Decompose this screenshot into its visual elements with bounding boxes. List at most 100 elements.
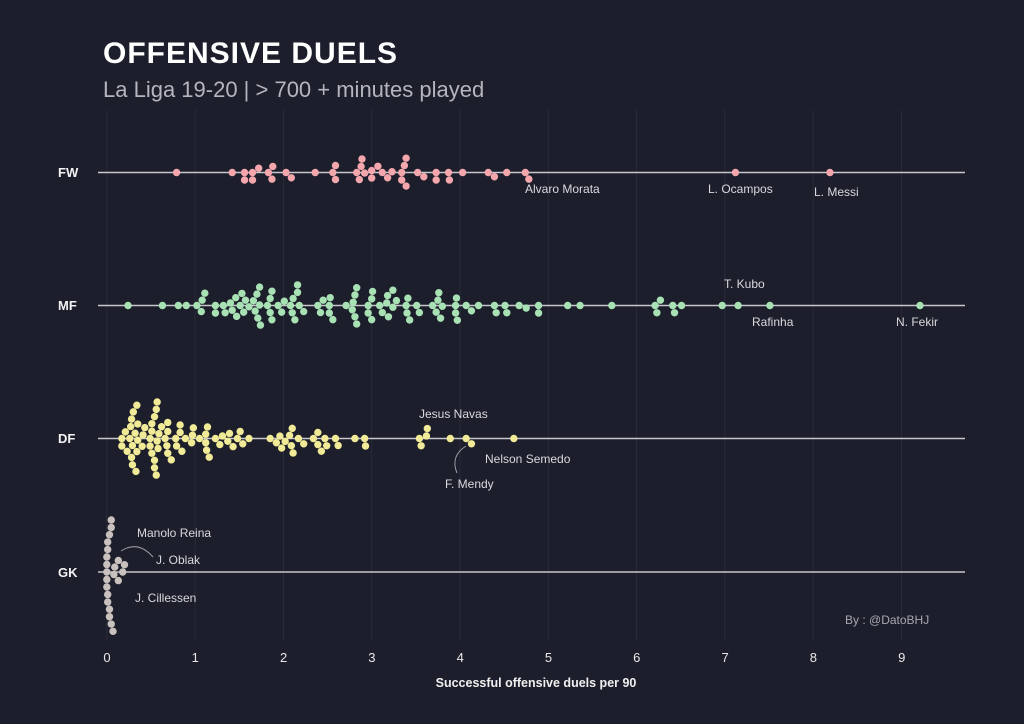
df-point [245,434,253,443]
mf-point [405,316,414,324]
annotation-l-ocampos: L. Ocampos [708,182,773,196]
df-point [288,424,296,433]
mf-point [277,308,286,316]
fw-point [484,168,492,177]
gk-point [109,627,117,636]
mf-point [319,296,327,304]
mf-point [734,301,742,310]
gridlines [106,110,902,640]
mf-point [197,307,205,316]
df-point [164,449,172,457]
mf-point [677,301,686,310]
mf-point [124,301,132,310]
chart-subtitle: La Liga 19-20 | > 700 + minutes played [103,77,484,102]
mf-point [766,301,774,310]
df-point [146,442,154,450]
fw-point [445,176,454,184]
df-point [127,415,136,423]
df-point [361,442,370,450]
df-point [446,434,454,443]
fw-point [413,168,422,177]
df-point [510,434,518,443]
mf-point [228,306,236,314]
mf-point [438,302,447,310]
df-point [128,461,137,469]
df-point [467,440,476,448]
mf-point [211,309,220,317]
fw-point [378,168,386,177]
series-df [118,398,518,479]
category-labels: FW MF DF GK [58,165,79,580]
df-point [331,434,340,443]
mf-point [415,308,424,317]
annotation-rafinha: Rafinha [752,315,794,329]
df-point [202,439,210,447]
mf-point [669,301,677,310]
mf-point [211,301,220,310]
df-point [139,431,147,439]
df-point [321,434,329,443]
mf-point [434,296,442,304]
mf-point [492,309,500,317]
mf-point [522,304,530,312]
fw-point [368,166,376,175]
fw-point [490,173,499,181]
fw-point [269,162,277,171]
mf-point [383,291,392,300]
fw-point [329,168,337,177]
annotation-connectors [120,445,467,558]
df-point [188,431,197,439]
annotation-t-kubo: T. Kubo [724,277,765,291]
df-point [189,424,198,432]
mf-point [352,284,361,292]
mf-point [436,314,445,322]
fw-point [254,164,263,172]
mf-point [232,312,241,321]
category-label-gk: GK [58,565,78,580]
mf-point [656,296,665,304]
annotation-manolo-reina: Manolo Reina [137,526,211,540]
df-point [285,431,294,440]
gk-point [103,553,111,561]
mf-point [255,301,264,309]
df-point [277,444,286,452]
df-point [236,427,244,436]
mf-point [467,307,476,315]
mf-point [576,301,584,310]
mf-point [384,313,393,321]
mf-point [404,294,412,302]
mf-point [368,287,377,296]
mf-point [326,293,334,302]
df-point [150,412,159,421]
mf-point [534,309,543,317]
fw-point [282,168,290,177]
fw-point [287,174,296,182]
mf-point [314,301,322,310]
df-point [266,434,274,443]
gk-point [107,523,115,532]
fw-point [248,176,257,184]
gk-point [114,576,123,585]
gk-point [107,516,115,524]
df-point [148,449,156,457]
df-point [211,434,220,443]
fw-point [240,176,249,184]
mf-point [300,307,308,316]
x-tick-label: 7 [721,650,728,665]
df-point [138,442,146,450]
df-point [155,430,163,438]
mf-point [268,287,276,295]
df-point [462,434,470,443]
mf-point [295,301,303,310]
x-tick-label: 9 [898,650,905,665]
mf-point [245,303,253,311]
x-tick-label: 4 [457,650,464,665]
mf-point [241,296,250,304]
df-point [417,442,425,450]
mf-point [670,309,679,317]
df-point [314,440,322,449]
mf-point [718,301,726,310]
mf-point [432,308,440,316]
df-point [322,442,331,450]
df-point [281,437,289,446]
